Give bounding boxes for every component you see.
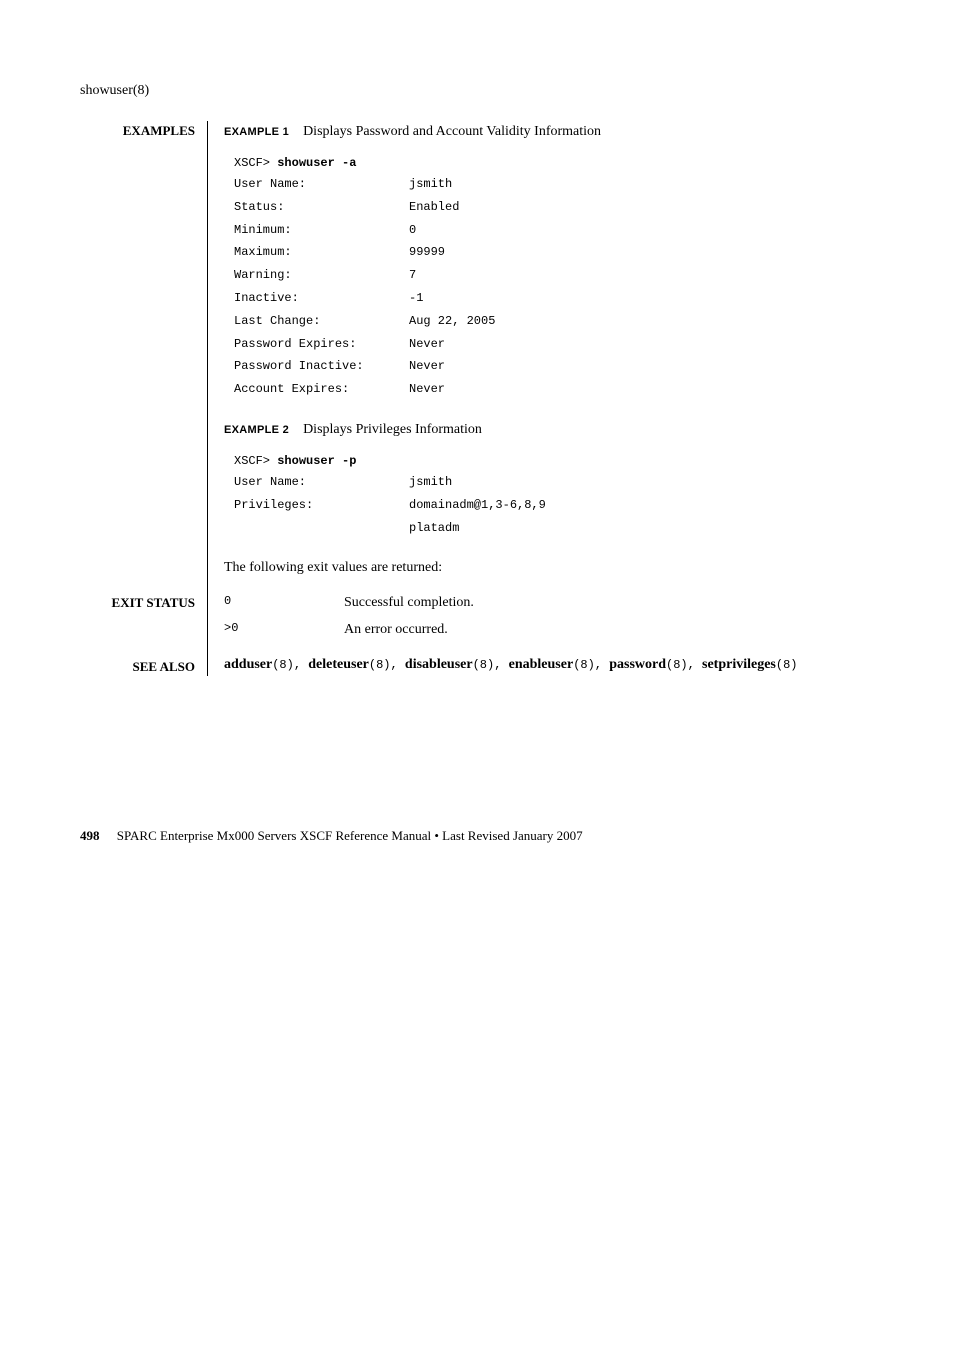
terminal-row: Last Change:Aug 22, 2005 [234,310,874,333]
terminal-value: 7 [409,264,874,287]
example1-title: Displays Password and Account Validity I… [303,124,601,139]
terminal-value: domainadm@1,3-6,8,9 [409,494,874,517]
example2-label: EXAMPLE 2 [224,424,289,436]
terminal-value: Never [409,378,874,401]
seealso-function: deleteuser [308,657,369,672]
page-footer: 498 SPARC Enterprise Mx000 Servers XSCF … [80,826,874,846]
terminal-row: Password Inactive:Never [234,355,874,378]
terminal-row: Account Expires:Never [234,378,874,401]
terminal-key: User Name: [234,173,409,196]
seealso-function: disableuser [405,657,473,672]
terminal-key [234,517,409,540]
exit-desc: Successful completion. [344,592,474,613]
example2-command: showuser -p [277,454,356,468]
terminal-row: Minimum:0 [234,219,874,242]
seealso-text: adduser(8), deleteuser(8), disableuser(8… [224,654,874,675]
terminal-row: platadm [234,517,874,540]
seealso-suffix: (8) [573,658,595,672]
example1-label: EXAMPLE 1 [224,126,289,138]
terminal-key: Privileges: [234,494,409,517]
terminal-key: User Name: [234,471,409,494]
section-label-seealso: SEE ALSO [80,657,195,677]
footer-text: SPARC Enterprise Mx000 Servers XSCF Refe… [117,828,583,843]
terminal-value: jsmith [409,173,874,196]
example2-block: XSCF> showuser -p User Name:jsmithPrivil… [234,450,874,539]
terminal-row: Status:Enabled [234,196,874,219]
right-column: EXAMPLE 1 Displays Password and Account … [208,121,874,676]
exit-rows: 0Successful completion.>0An error occurr… [224,592,874,640]
terminal-key: Status: [234,196,409,219]
terminal-row: User Name:jsmith [234,173,874,196]
terminal-value: Never [409,333,874,356]
seealso-suffix: (8) [473,658,495,672]
terminal-row: User Name:jsmith [234,471,874,494]
terminal-value: -1 [409,287,874,310]
terminal-value: platadm [409,517,874,540]
terminal-row: Password Expires:Never [234,333,874,356]
terminal-value: jsmith [409,471,874,494]
terminal-value: Enabled [409,196,874,219]
exit-row: >0An error occurred. [224,619,874,640]
terminal-key: Password Expires: [234,333,409,356]
example1-command-line: XSCF> showuser -a [234,152,874,173]
seealso-suffix: (8) [369,658,391,672]
example2-heading: EXAMPLE 2 Displays Privileges Informatio… [224,419,874,440]
example2-title: Displays Privileges Information [303,422,482,437]
terminal-row: Warning:7 [234,264,874,287]
terminal-value: 99999 [409,241,874,264]
seealso-suffix: (8) [776,658,798,672]
example1-prompt: XSCF> [234,156,277,170]
content-columns: EXAMPLES EXIT STATUS SEE ALSO EXAMPLE 1 … [80,121,874,676]
terminal-key: Warning: [234,264,409,287]
left-column: EXAMPLES EXIT STATUS SEE ALSO [80,121,208,676]
example1-heading: EXAMPLE 1 Displays Password and Account … [224,121,874,142]
exit-row: 0Successful completion. [224,592,874,613]
terminal-key: Password Inactive: [234,355,409,378]
exit-desc: An error occurred. [344,619,448,640]
exit-code: 0 [224,592,344,613]
terminal-value: Never [409,355,874,378]
seealso-function: enableuser [509,657,574,672]
page-header: showuser(8) [80,80,874,101]
seealso-suffix: (8) [666,658,688,672]
footer-page-number: 498 [80,828,100,843]
seealso-function: password [609,657,666,672]
terminal-key: Last Change: [234,310,409,333]
example1-command: showuser -a [277,156,356,170]
seealso-function: setprivileges [702,657,776,672]
example1-block: XSCF> showuser -a User Name:jsmithStatus… [234,152,874,401]
example2-command-line: XSCF> showuser -p [234,450,874,471]
terminal-key: Minimum: [234,219,409,242]
example2-prompt: XSCF> [234,454,277,468]
exit-intro: The following exit values are returned: [224,557,874,578]
seealso-function: adduser [224,657,272,672]
terminal-row: Inactive:-1 [234,287,874,310]
terminal-value: 0 [409,219,874,242]
terminal-value: Aug 22, 2005 [409,310,874,333]
terminal-row: Privileges:domainadm@1,3-6,8,9 [234,494,874,517]
terminal-key: Inactive: [234,287,409,310]
seealso-suffix: (8) [272,658,294,672]
exit-code: >0 [224,619,344,640]
terminal-key: Maximum: [234,241,409,264]
terminal-row: Maximum:99999 [234,241,874,264]
section-label-exit: EXIT STATUS [80,593,195,613]
terminal-key: Account Expires: [234,378,409,401]
